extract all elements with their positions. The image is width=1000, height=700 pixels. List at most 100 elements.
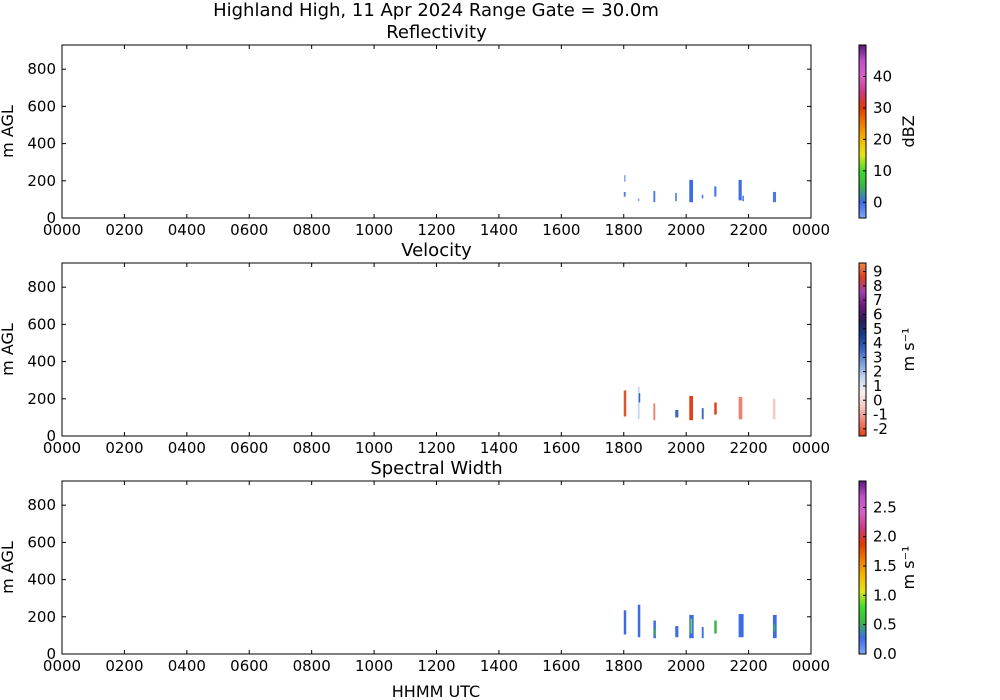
y-axis-label: m AGL bbox=[0, 105, 17, 158]
colorbar-label: m s⁻¹ bbox=[899, 546, 918, 590]
data-cell bbox=[624, 175, 626, 182]
x-tick-label: 1800 bbox=[605, 657, 643, 675]
y-axis-label: m AGL bbox=[0, 323, 17, 376]
x-tick-label: 1600 bbox=[542, 221, 580, 239]
data-cell bbox=[772, 191, 777, 203]
colorbar-tick-label: 30 bbox=[873, 99, 892, 117]
x-tick-label: 1000 bbox=[355, 439, 393, 457]
data-cell bbox=[773, 624, 776, 632]
colorbar-tick-label: -1 bbox=[873, 406, 888, 424]
x-tick-label: 2000 bbox=[667, 221, 705, 239]
x-tick-label: 0600 bbox=[230, 657, 268, 675]
x-tick-label: 0000 bbox=[792, 221, 830, 239]
x-tick-label: 0800 bbox=[293, 221, 331, 239]
y-tick-label: 600 bbox=[27, 97, 56, 115]
data-cell bbox=[638, 393, 641, 403]
x-tick-label: 2000 bbox=[667, 439, 705, 457]
x-tick-label: 1400 bbox=[480, 439, 518, 457]
x-tick-label: 0000 bbox=[43, 657, 81, 675]
colorbar-tick-label: 2 bbox=[873, 363, 883, 381]
y-tick-label: 400 bbox=[27, 135, 56, 153]
data-cell bbox=[714, 620, 717, 634]
y-tick-label: 0 bbox=[46, 427, 56, 445]
data-cell bbox=[701, 408, 704, 420]
x-tick-label: 2200 bbox=[729, 439, 767, 457]
x-tick-label: 0400 bbox=[168, 221, 206, 239]
x-tick-label: 1200 bbox=[417, 439, 455, 457]
panel-title: Reflectivity bbox=[386, 22, 487, 43]
panel-title: Velocity bbox=[401, 240, 472, 261]
x-tick-label: 0800 bbox=[293, 439, 331, 457]
colorbar-tick-label: 0 bbox=[873, 391, 883, 409]
colorbar-tick-label: 1 bbox=[873, 377, 883, 395]
x-tick-label: 2200 bbox=[729, 221, 767, 239]
x-tick-label: 0600 bbox=[230, 439, 268, 457]
x-tick-label: 0400 bbox=[168, 657, 206, 675]
x-tick-label: 0400 bbox=[168, 439, 206, 457]
x-tick-label: 1400 bbox=[480, 657, 518, 675]
x-tick-label: 2000 bbox=[667, 657, 705, 675]
colorbar-tick-label: 1.5 bbox=[873, 557, 897, 575]
data-cell bbox=[623, 390, 627, 417]
colorbar-tick-label: 0.0 bbox=[873, 645, 897, 663]
colorbar-tick-label: 40 bbox=[873, 67, 892, 85]
y-tick-label: 600 bbox=[27, 315, 56, 333]
panel-title: Spectral Width bbox=[370, 458, 502, 479]
data-cell bbox=[653, 403, 656, 421]
x-tick-label: 1000 bbox=[355, 657, 393, 675]
figure-title: Highland High, 11 Apr 2024 Range Gate = … bbox=[213, 0, 659, 21]
data-cell bbox=[701, 627, 704, 639]
data-cell bbox=[653, 191, 656, 203]
data-cell bbox=[714, 186, 717, 197]
data-cell bbox=[742, 195, 744, 202]
x-tick-label: 0000 bbox=[43, 221, 81, 239]
y-tick-label: 200 bbox=[27, 172, 56, 190]
colorbar-tick-label: 20 bbox=[873, 130, 892, 148]
axes-frame bbox=[61, 480, 812, 655]
colorbar-tick-label: 2.5 bbox=[873, 498, 897, 516]
colorbar bbox=[858, 480, 867, 655]
x-tick-label: 0200 bbox=[105, 221, 143, 239]
colorbar-tick-label: 1.0 bbox=[873, 586, 897, 604]
data-cell bbox=[738, 179, 742, 201]
data-cell bbox=[689, 396, 694, 421]
x-tick-label: 0600 bbox=[230, 221, 268, 239]
y-tick-label: 400 bbox=[27, 353, 56, 371]
data-cell bbox=[637, 198, 640, 202]
y-tick-label: 600 bbox=[27, 533, 56, 551]
x-tick-label: 0200 bbox=[105, 657, 143, 675]
y-tick-label: 200 bbox=[27, 390, 56, 408]
data-cell bbox=[675, 409, 679, 418]
y-tick-label: 800 bbox=[27, 496, 56, 514]
colorbar-label: dBZ bbox=[899, 115, 918, 147]
y-tick-label: 0 bbox=[46, 645, 56, 663]
colorbar-tick-label: 9 bbox=[873, 263, 883, 281]
colorbar-tick-label: 5 bbox=[873, 320, 883, 338]
colorbar-tick-label: -2 bbox=[873, 420, 888, 438]
x-tick-label: 1800 bbox=[605, 439, 643, 457]
x-tick-label: 1600 bbox=[542, 439, 580, 457]
x-tick-label: 0000 bbox=[792, 439, 830, 457]
colorbar-tick-label: 4 bbox=[873, 334, 883, 352]
data-cell bbox=[654, 628, 656, 636]
data-cell bbox=[623, 610, 627, 635]
x-tick-label: 2200 bbox=[729, 657, 767, 675]
colorbar-tick-label: 0 bbox=[873, 193, 883, 211]
data-cell bbox=[714, 402, 717, 415]
data-cell bbox=[637, 604, 641, 638]
x-tick-label: 0200 bbox=[105, 439, 143, 457]
y-axis-label: m AGL bbox=[0, 541, 17, 594]
data-cell bbox=[772, 398, 776, 420]
y-tick-label: 0 bbox=[46, 209, 56, 227]
y-tick-label: 800 bbox=[27, 278, 56, 296]
colorbar bbox=[858, 44, 867, 219]
colorbar-tick-label: 0.5 bbox=[873, 616, 897, 634]
colorbar-label: m s⁻¹ bbox=[899, 328, 918, 372]
data-cell bbox=[689, 179, 694, 203]
data-cell bbox=[701, 194, 704, 199]
y-tick-label: 800 bbox=[27, 60, 56, 78]
